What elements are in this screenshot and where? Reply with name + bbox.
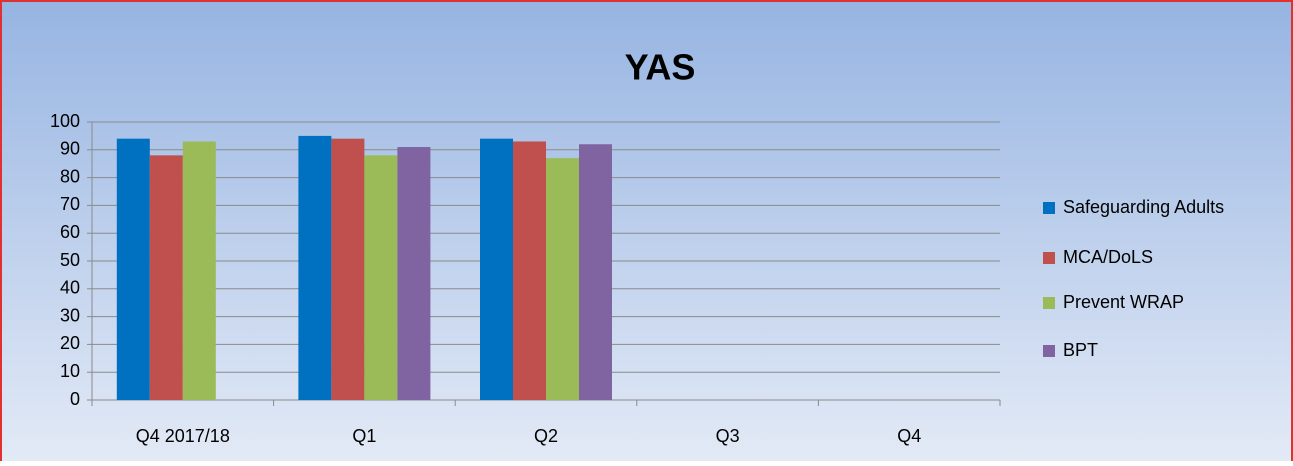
y-tick-label: 90 bbox=[60, 139, 80, 159]
y-tick-label: 20 bbox=[60, 333, 80, 353]
legend-swatch bbox=[1043, 252, 1055, 264]
bar bbox=[397, 147, 431, 400]
y-tick-label: 70 bbox=[60, 194, 80, 214]
legend-label: Safeguarding Adults bbox=[1063, 197, 1224, 217]
x-tick-label: Q4 bbox=[897, 426, 921, 446]
y-tick-label: 50 bbox=[60, 250, 80, 270]
legend-label: Prevent WRAP bbox=[1063, 292, 1184, 312]
chart-title: YAS bbox=[625, 47, 696, 88]
bar bbox=[579, 144, 612, 400]
bar bbox=[116, 138, 150, 400]
bar bbox=[513, 141, 546, 400]
legend-label: BPT bbox=[1063, 340, 1098, 360]
y-tick-label: 40 bbox=[60, 278, 80, 298]
bar bbox=[298, 135, 332, 400]
bar bbox=[546, 158, 579, 400]
bar bbox=[182, 141, 216, 400]
bar bbox=[331, 138, 365, 400]
y-tick-label: 30 bbox=[60, 305, 80, 325]
x-tick-label: Q4 2017/18 bbox=[136, 426, 230, 446]
legend-swatch bbox=[1043, 202, 1055, 214]
legend-swatch bbox=[1043, 345, 1055, 357]
bar bbox=[364, 155, 398, 400]
x-tick-label: Q2 bbox=[534, 426, 558, 446]
y-tick-label: 60 bbox=[60, 222, 80, 242]
bar bbox=[480, 138, 513, 400]
bar bbox=[149, 155, 183, 400]
legend-swatch bbox=[1043, 297, 1055, 309]
y-tick-label: 100 bbox=[50, 111, 80, 131]
legend-label: MCA/DoLS bbox=[1063, 247, 1153, 267]
y-tick-label: 80 bbox=[60, 166, 80, 186]
x-tick-label: Q3 bbox=[716, 426, 740, 446]
x-tick-label: Q1 bbox=[352, 426, 376, 446]
y-tick-label: 0 bbox=[70, 389, 80, 409]
y-tick-label: 10 bbox=[60, 361, 80, 381]
